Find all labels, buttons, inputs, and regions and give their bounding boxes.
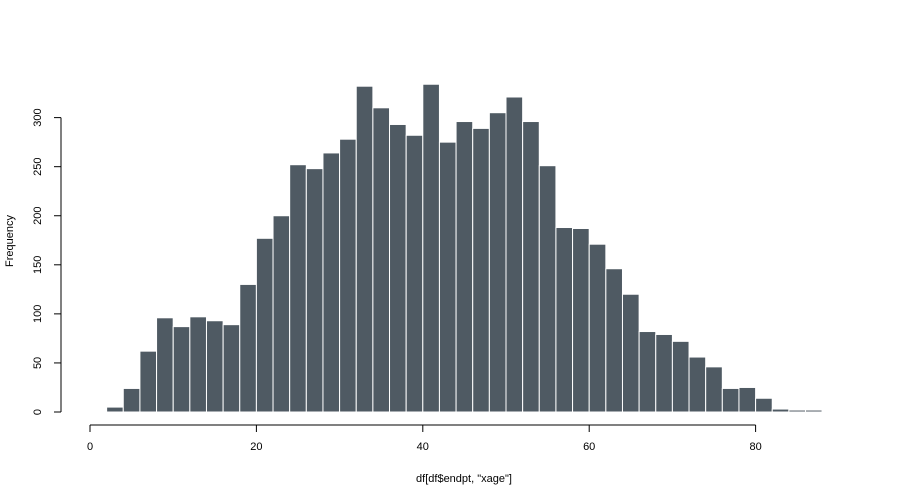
y-tick-label: 0 [32,409,44,415]
histogram-bar [522,121,540,413]
x-tick-label: 80 [749,441,761,453]
histogram-bar [805,409,823,413]
y-tick-label: 200 [32,207,44,225]
histogram-bar [788,409,807,413]
histogram-bar [755,397,773,413]
y-axis-title: Frequency [4,215,16,267]
histogram-bar [372,107,391,413]
histogram-bar [588,243,607,413]
x-tick-label: 0 [87,441,93,453]
histogram-bar [289,164,307,413]
x-tick-label: 60 [583,441,595,453]
histogram-bar [205,320,224,413]
histogram-bar [472,127,490,413]
histogram-bar [605,268,623,413]
histogram-bar [339,138,357,413]
histogram-bar [555,227,574,413]
histogram-bar [122,387,141,413]
y-tick-label: 50 [32,357,44,369]
histogram-bar [821,410,840,413]
histogram-bar [455,121,474,413]
y-axis: 0 50 100 150 200 250 300 [32,108,62,415]
histogram-bar [438,141,457,413]
histogram-bar [305,168,324,413]
histogram-bar [638,331,657,413]
histogram-bar [255,237,274,413]
histogram-bar [189,316,207,413]
histogram-bar [239,283,257,413]
y-tick-label: 300 [32,108,44,126]
histogram-bar [422,83,440,413]
histogram-bar [671,340,690,413]
histogram-bar [156,317,174,413]
histogram-bar [621,293,640,413]
histogram-bar [139,350,158,413]
histogram-bar [538,165,557,413]
histogram-bar [705,366,723,413]
bars-group [106,83,840,413]
histogram-bar [655,333,673,413]
x-tick-label: 20 [250,441,262,453]
histogram-bar [405,134,424,413]
x-axis: 0 20 40 60 80 [87,424,762,453]
histogram-bar [272,215,291,413]
histogram-bar [488,112,507,413]
histogram-bar [389,123,407,413]
histogram-bar [721,387,740,413]
histogram-bar [355,85,374,413]
histogram-bar [738,386,757,413]
y-tick-label: 250 [32,157,44,175]
histogram-bar [106,406,124,413]
y-tick-label: 100 [32,305,44,323]
histogram-bar [572,227,590,413]
x-axis-title: df[df$endpt, "xage"] [416,473,512,485]
histogram-bar [222,324,241,413]
x-tick-label: 40 [417,441,429,453]
y-tick-label: 150 [32,256,44,274]
histogram-bar [505,96,524,413]
histogram-bar [688,356,707,413]
histogram-bar [172,326,191,413]
histogram-bar [322,152,341,413]
histogram-bar [771,408,790,413]
